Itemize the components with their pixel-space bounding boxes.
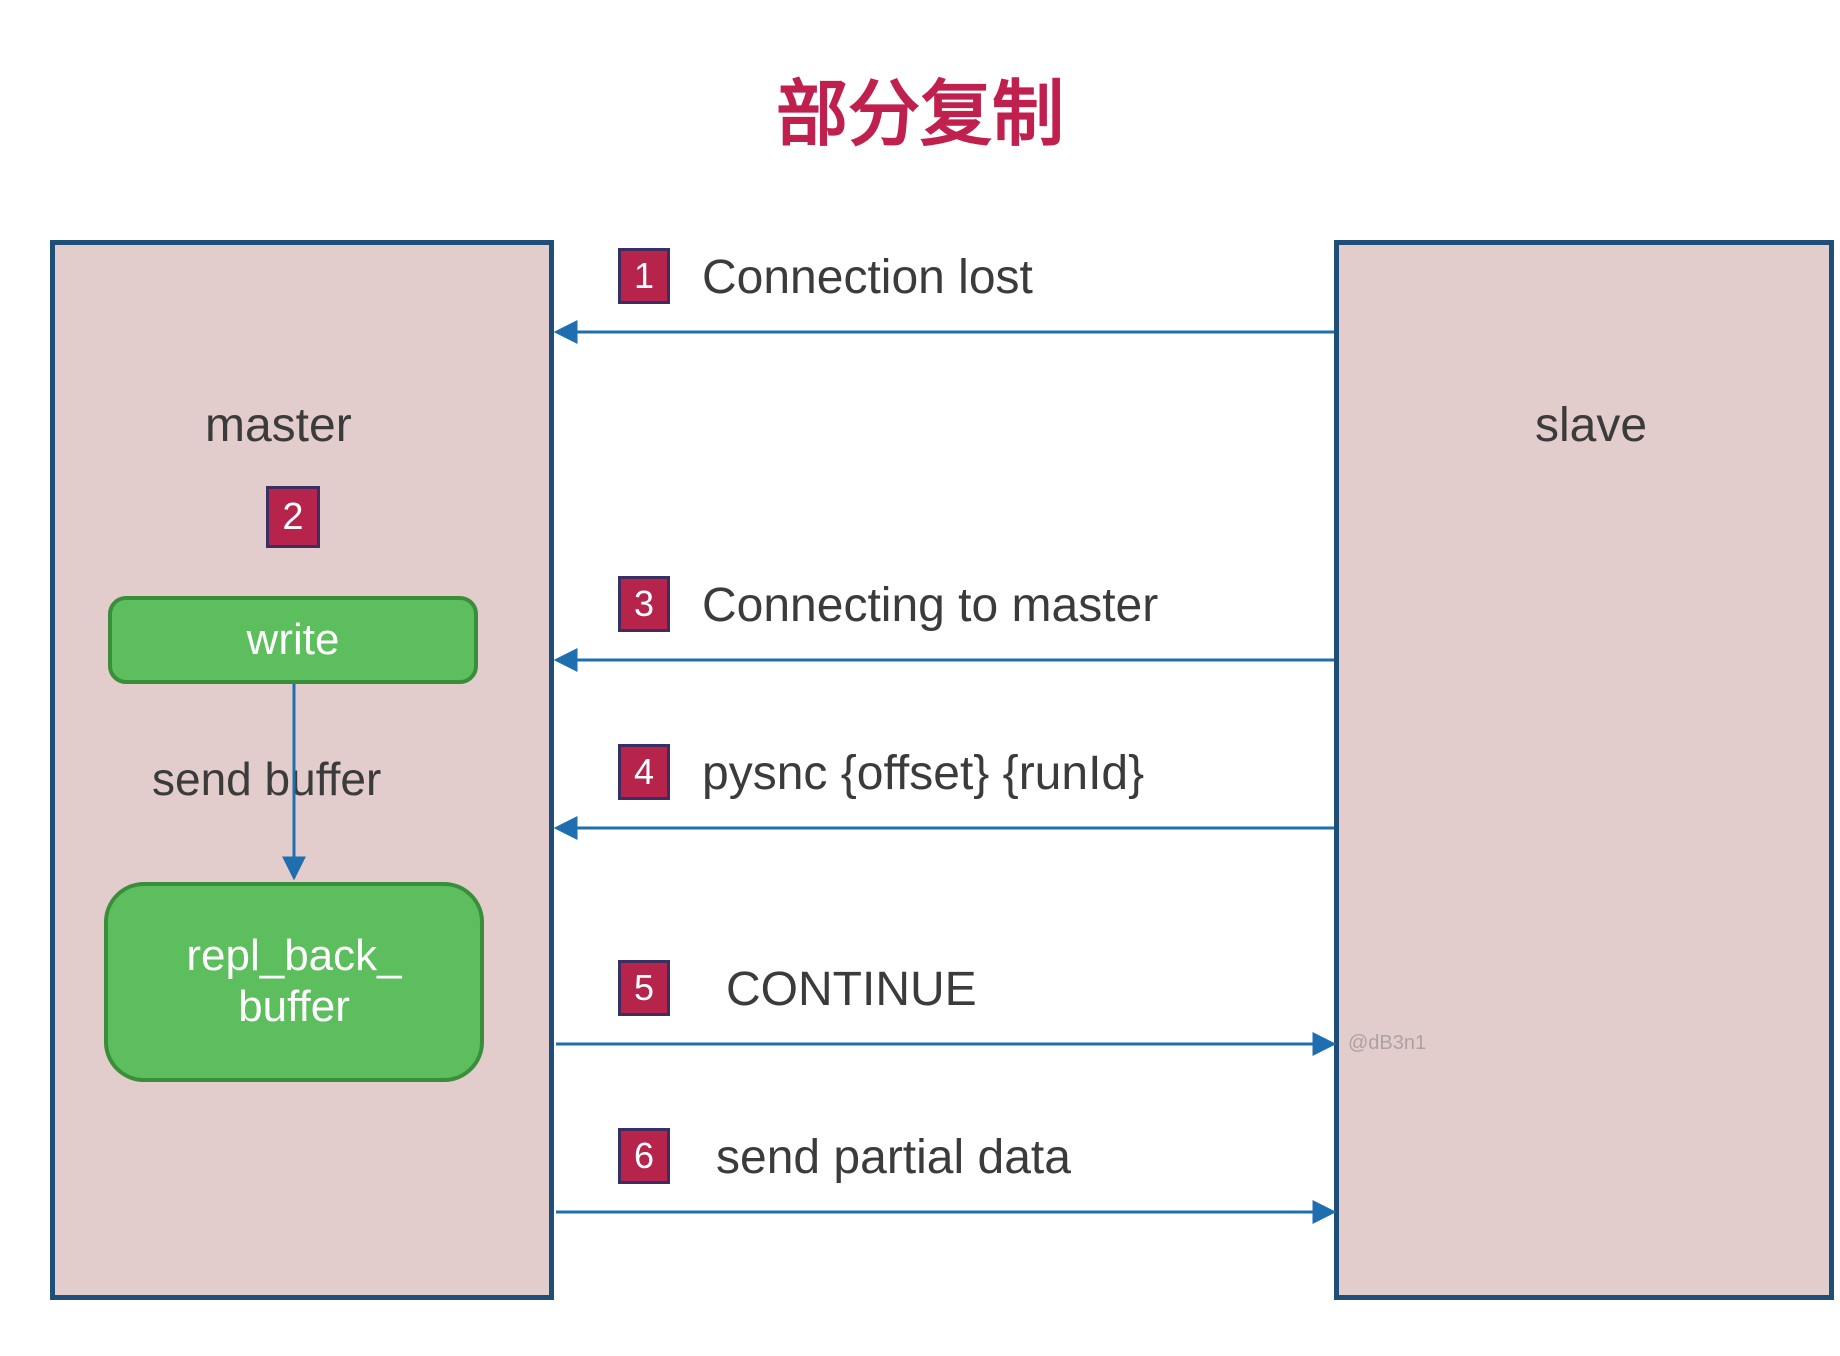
repl-back-buffer-node: repl_back_ buffer xyxy=(104,882,484,1082)
step-5-label: CONTINUE xyxy=(726,962,977,1017)
step-3-label: Connecting to master xyxy=(702,578,1158,633)
step-6-label: send partial data xyxy=(716,1130,1071,1185)
watermark: @dB3n1 xyxy=(1348,1032,1426,1055)
master-label: master xyxy=(205,398,352,453)
write-node: write xyxy=(108,596,478,684)
step-1-label: Connection lost xyxy=(702,250,1033,305)
step-3-badge: 3 xyxy=(618,576,670,632)
step-1-badge: 1 xyxy=(618,248,670,304)
send-buffer-label: send buffer xyxy=(152,752,381,806)
step-4-badge: 4 xyxy=(618,744,670,800)
step-6-badge: 6 xyxy=(618,1128,670,1184)
step-2-badge: 2 xyxy=(266,486,320,548)
slave-label: slave xyxy=(1535,398,1647,453)
step-5-badge: 5 xyxy=(618,960,670,1016)
diagram-title: 部分复制 xyxy=(680,55,1160,145)
step-4-label: pysnc {offset} {runId} xyxy=(702,746,1144,801)
diagram-canvas: 部分复制 master slave write repl_back_ buffe… xyxy=(0,0,1840,1356)
